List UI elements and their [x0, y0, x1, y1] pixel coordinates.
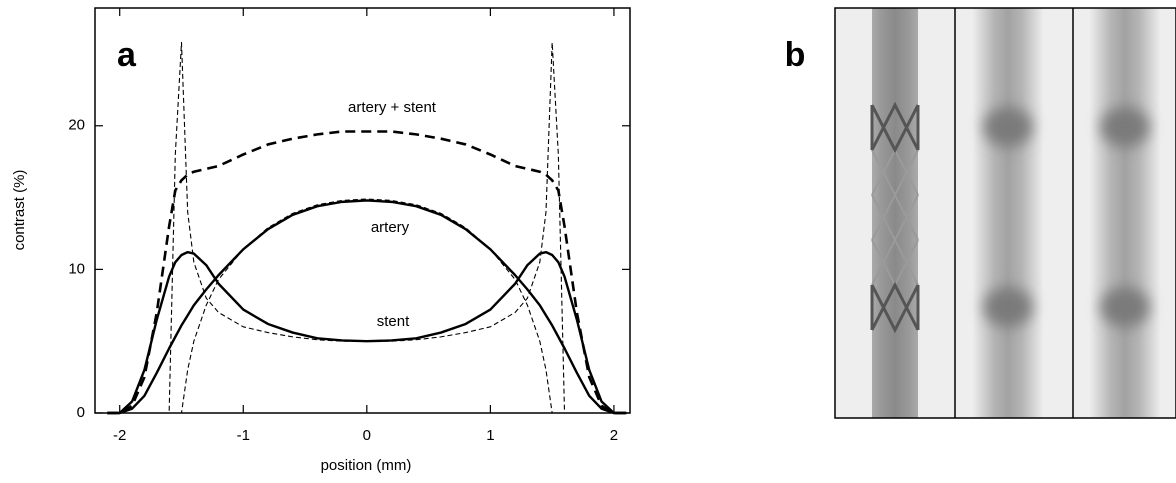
plot-frame: [94, 7, 631, 414]
image-panel: [834, 7, 1176, 419]
line-series: [107, 199, 627, 415]
series-label: artery + stent: [348, 99, 437, 116]
y-axis-title: contrast (%): [11, 170, 28, 251]
x-tick-label: 2: [610, 427, 618, 444]
panel-label: a: [117, 36, 137, 74]
line-series: [107, 130, 627, 415]
line-series: [107, 250, 627, 415]
x-axis-title: position (mm): [321, 457, 412, 474]
series-label: artery: [371, 219, 410, 236]
line-series: [107, 41, 627, 414]
x-tick-label: 0: [363, 427, 371, 444]
x-tick-label: -2: [113, 427, 126, 444]
series-label: stent: [377, 313, 410, 330]
x-tick-label: 1: [486, 427, 494, 444]
line-series: [107, 198, 627, 414]
y-tick-label: 0: [77, 404, 85, 421]
y-tick-label: 20: [68, 117, 85, 134]
y-tick-label: 10: [68, 260, 85, 277]
panel-label: b: [785, 36, 806, 74]
x-tick-label: -1: [237, 427, 250, 444]
